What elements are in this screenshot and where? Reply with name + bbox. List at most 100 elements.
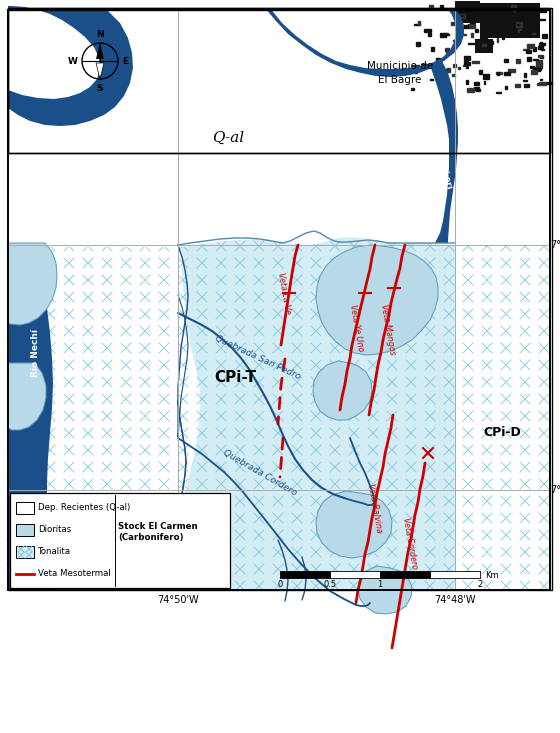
Text: Río Nechí: Río Nechí bbox=[31, 329, 40, 377]
Bar bbox=[8, 8, 550, 153]
Bar bbox=[526, 50, 531, 53]
Bar bbox=[532, 33, 535, 34]
Bar bbox=[539, 43, 545, 45]
Bar bbox=[508, 69, 515, 72]
Bar bbox=[538, 55, 543, 57]
Bar bbox=[517, 29, 521, 32]
Text: Dep. Recientes (Q-al): Dep. Recientes (Q-al) bbox=[38, 504, 130, 512]
Bar bbox=[444, 33, 448, 35]
Bar bbox=[528, 44, 534, 48]
Bar bbox=[8, 10, 550, 153]
Bar bbox=[482, 44, 486, 45]
Bar bbox=[470, 19, 474, 23]
Bar bbox=[460, 34, 466, 35]
Polygon shape bbox=[455, 1, 480, 23]
Bar bbox=[447, 68, 450, 72]
Bar bbox=[538, 65, 541, 66]
Bar bbox=[536, 60, 542, 65]
Bar bbox=[16, 524, 34, 536]
Bar bbox=[465, 67, 468, 68]
Bar bbox=[546, 82, 552, 84]
Bar bbox=[466, 80, 468, 84]
Bar bbox=[513, 10, 515, 11]
Bar bbox=[507, 29, 514, 31]
Text: Veta Ye Uno: Veta Ye Uno bbox=[348, 303, 366, 353]
Bar bbox=[461, 9, 464, 12]
Polygon shape bbox=[430, 61, 458, 243]
Bar bbox=[464, 56, 470, 59]
Text: Veta La Ve: Veta La Ve bbox=[276, 271, 292, 314]
Polygon shape bbox=[475, 39, 493, 53]
Bar bbox=[539, 82, 545, 85]
Bar bbox=[479, 70, 482, 74]
Bar bbox=[467, 9, 469, 10]
Bar bbox=[459, 14, 465, 18]
Polygon shape bbox=[96, 63, 104, 79]
Bar bbox=[418, 21, 421, 25]
Text: 2: 2 bbox=[477, 580, 483, 589]
Text: CPi-D: CPi-D bbox=[483, 427, 521, 440]
Bar bbox=[539, 11, 545, 12]
Bar bbox=[524, 73, 526, 77]
Bar bbox=[502, 23, 507, 26]
Polygon shape bbox=[8, 243, 55, 590]
Bar bbox=[467, 62, 470, 65]
Bar bbox=[423, 64, 427, 65]
Bar bbox=[514, 15, 517, 18]
Bar bbox=[442, 74, 446, 77]
Text: Stock El Carmen
(Carbonifero): Stock El Carmen (Carbonifero) bbox=[118, 523, 198, 542]
Bar bbox=[536, 63, 542, 67]
Text: E: E bbox=[122, 56, 128, 65]
Bar bbox=[496, 92, 501, 93]
Bar bbox=[504, 72, 510, 75]
Bar bbox=[483, 81, 486, 84]
Bar bbox=[380, 571, 430, 578]
Polygon shape bbox=[313, 361, 372, 420]
Bar bbox=[477, 6, 482, 10]
Bar bbox=[472, 61, 478, 63]
Bar bbox=[8, 10, 550, 590]
Bar bbox=[475, 29, 478, 32]
Bar bbox=[474, 87, 479, 90]
Bar bbox=[498, 30, 503, 32]
Bar bbox=[468, 43, 474, 45]
Bar bbox=[451, 22, 454, 25]
Bar bbox=[437, 67, 442, 68]
Bar bbox=[496, 72, 502, 74]
Bar bbox=[530, 66, 534, 68]
Text: Dioritas: Dioritas bbox=[38, 526, 71, 534]
Bar bbox=[436, 58, 440, 62]
Bar bbox=[501, 20, 507, 24]
Bar bbox=[458, 67, 460, 70]
Bar bbox=[492, 7, 497, 11]
Bar bbox=[8, 8, 552, 590]
Bar bbox=[540, 56, 543, 58]
Bar bbox=[481, 31, 487, 34]
Bar bbox=[533, 59, 538, 60]
Bar bbox=[540, 44, 543, 48]
Bar bbox=[16, 546, 34, 558]
Bar bbox=[533, 67, 540, 70]
Bar bbox=[483, 75, 489, 78]
Polygon shape bbox=[96, 43, 104, 59]
Text: 1: 1 bbox=[377, 580, 382, 589]
Bar bbox=[464, 61, 468, 65]
Bar bbox=[453, 64, 456, 67]
Text: S: S bbox=[97, 84, 103, 93]
Bar bbox=[8, 10, 550, 590]
Polygon shape bbox=[8, 6, 133, 126]
Bar bbox=[497, 72, 499, 75]
Bar bbox=[440, 5, 443, 9]
Bar bbox=[430, 571, 480, 578]
Bar bbox=[446, 50, 450, 54]
Bar bbox=[461, 15, 463, 16]
Text: Municipio de
El Bagre: Municipio de El Bagre bbox=[367, 62, 433, 84]
Bar bbox=[453, 40, 456, 41]
Text: 74°50'W: 74°50'W bbox=[157, 595, 199, 605]
Text: N: N bbox=[96, 30, 104, 39]
Bar bbox=[415, 70, 417, 73]
Bar bbox=[441, 70, 447, 72]
Polygon shape bbox=[8, 243, 57, 325]
Bar bbox=[462, 25, 468, 28]
Bar bbox=[517, 24, 519, 26]
